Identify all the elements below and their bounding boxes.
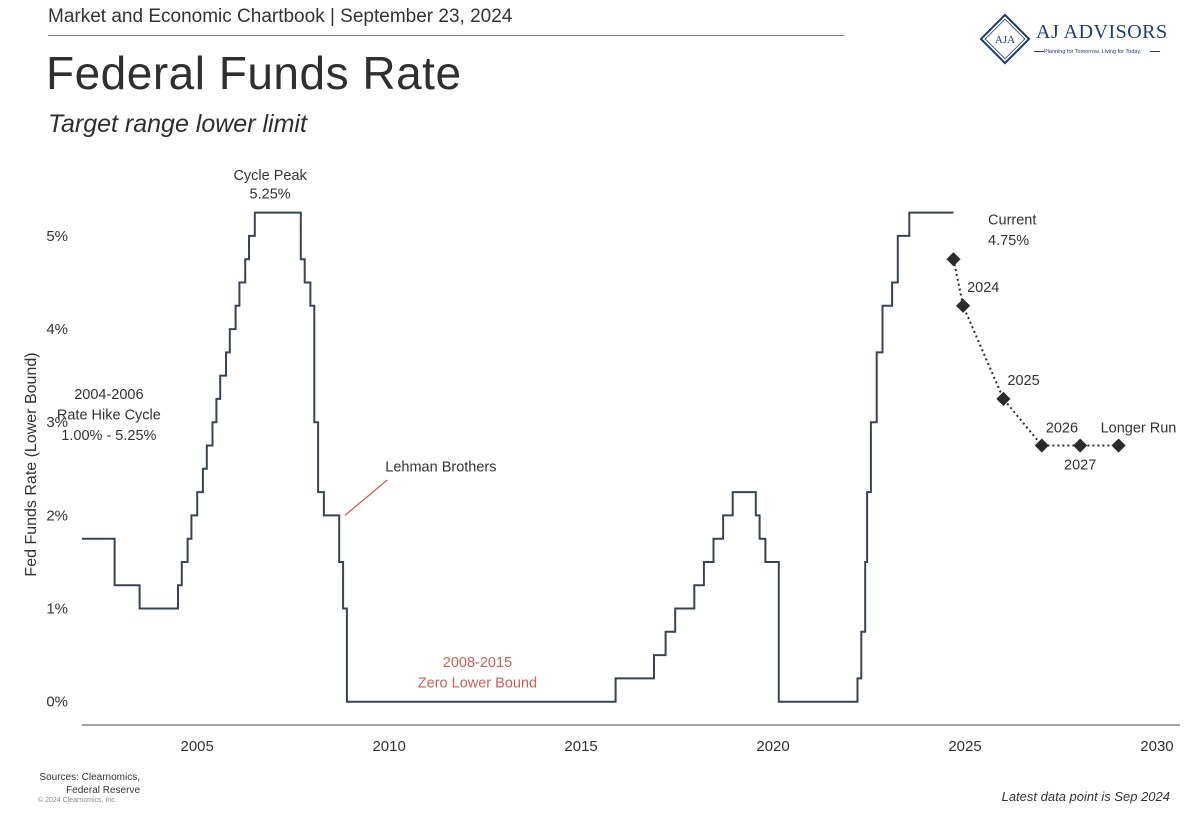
chartbook-header: Market and Economic Chartbook | Septembe… (48, 6, 513, 27)
y-tick-label: 0% (46, 694, 68, 711)
x-tick-label: 2010 (372, 738, 405, 755)
logo-name: AJ ADVISORS (1036, 21, 1168, 43)
lehman-pointer-line (344, 479, 388, 516)
y-tick-label: 5% (46, 228, 68, 245)
chart-annotation: 2004-2006 (74, 387, 143, 403)
x-tick-label: 2025 (948, 738, 981, 755)
y-tick-label: 1% (46, 601, 68, 618)
page-subtitle: Target range lower limit (48, 110, 307, 138)
projection-marker (996, 391, 1011, 407)
chart-annotation: 4.75% (988, 233, 1029, 249)
chart-annotation: 5.25% (250, 187, 291, 203)
projection-label: 2026 (1046, 421, 1078, 437)
projection-marker (1034, 438, 1049, 453)
projection-marker (1111, 438, 1126, 453)
y-tick-label: 4% (46, 321, 68, 338)
x-tick-label: 2005 (180, 738, 213, 755)
y-tick-label: 3% (46, 414, 68, 431)
sources: Sources: Clearnomics, Federal Reserve (22, 771, 140, 797)
chart-annotation: Current (988, 213, 1036, 229)
chart-annotation: Cycle Peak (233, 168, 307, 184)
chart-annotation: 1.00% - 5.25% (61, 428, 156, 444)
header-rule (48, 35, 844, 36)
chart-annotation: 2008-2015 (443, 655, 512, 671)
chart-annotation: Zero Lower Bound (418, 676, 537, 692)
logo-monogram: AJA (995, 34, 1015, 46)
y-tick-label: 2% (46, 507, 68, 524)
fed-funds-step-line (82, 211, 954, 703)
projection-marker (956, 298, 971, 313)
y-axis-label: Fed Funds Rate (Lower Bound) (23, 352, 40, 576)
sources-line-1: Sources: Clearnomics, (39, 772, 140, 783)
projection-label: 2024 (967, 280, 999, 296)
latest-data-note: Latest data point is Sep 2024 (1001, 789, 1170, 804)
aja-diamond-icon: AJA (979, 13, 1031, 65)
projection-marker (946, 252, 961, 267)
projection-label: 2025 (1007, 373, 1039, 389)
logo-tagline: Planning for Tomorrow. Living for Today. (1044, 49, 1142, 55)
projection-marker (1073, 438, 1088, 453)
x-tick-label: 2020 (756, 738, 789, 755)
chart-annotation: Rate Hike Cycle (57, 407, 161, 423)
chart-annotation: Lehman Brothers (385, 460, 496, 476)
aj-advisors-logo: AJA AJ ADVISORS Planning for Tomorrow. L… (978, 12, 1168, 68)
copyright: © 2024 Clearnomics, Inc. (38, 797, 117, 804)
sources-line-2: Federal Reserve (66, 785, 140, 796)
x-tick-label: 2015 (564, 738, 597, 755)
projection-label: 2027 (1064, 458, 1096, 474)
projection-label: Longer Run (1101, 421, 1177, 437)
page-title: Federal Funds Rate (46, 47, 462, 99)
x-tick-label: 2030 (1140, 738, 1173, 755)
